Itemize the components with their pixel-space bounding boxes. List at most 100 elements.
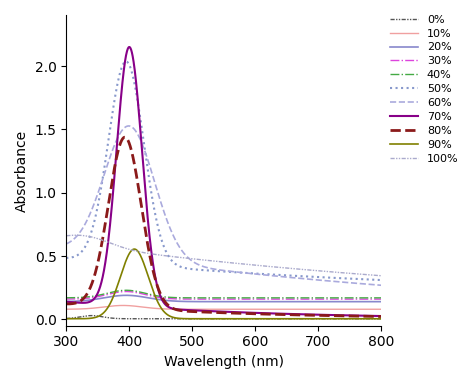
- 20%: [370, 300, 375, 304]
- 20%: [312, 300, 318, 304]
- 30%: [370, 297, 375, 301]
- 20%: [209, 300, 214, 304]
- 40%: [123, 288, 129, 293]
- 20%: [370, 300, 375, 304]
- 70%: [370, 314, 375, 318]
- 40%: [64, 296, 69, 300]
- 40%: [370, 296, 375, 300]
- 30%: [370, 297, 375, 301]
- 60%: [64, 242, 69, 246]
- 10%: [80, 306, 85, 311]
- 100%: [370, 273, 375, 277]
- 0%: [80, 314, 85, 319]
- 70%: [127, 45, 132, 49]
- 100%: [312, 268, 318, 273]
- Legend: 0%, 10%, 20%, 30%, 40%, 50%, 60%, 70%, 80%, 90%, 100%: 0%, 10%, 20%, 30%, 40%, 50%, 60%, 70%, 8…: [390, 15, 458, 164]
- Line: 0%: 0%: [66, 316, 382, 319]
- Line: 40%: 40%: [66, 290, 382, 298]
- 40%: [312, 296, 318, 300]
- 50%: [123, 59, 129, 64]
- 30%: [284, 297, 290, 301]
- 0%: [189, 316, 194, 321]
- 100%: [217, 259, 223, 264]
- 20%: [123, 293, 129, 298]
- 100%: [209, 258, 214, 263]
- 40%: [209, 296, 214, 300]
- Line: 90%: 90%: [66, 249, 382, 319]
- 10%: [312, 307, 318, 311]
- 30%: [312, 297, 318, 301]
- 10%: [64, 307, 69, 311]
- 0%: [312, 316, 318, 321]
- 100%: [80, 233, 85, 238]
- 20%: [379, 300, 384, 304]
- 20%: [310, 300, 316, 304]
- Line: 20%: 20%: [66, 295, 382, 302]
- 80%: [122, 135, 128, 139]
- 50%: [312, 275, 318, 279]
- Line: 80%: 80%: [66, 137, 382, 316]
- 40%: [370, 296, 375, 300]
- 90%: [370, 316, 375, 321]
- 80%: [217, 310, 223, 315]
- 40%: [80, 295, 85, 300]
- 80%: [370, 314, 375, 319]
- 90%: [209, 316, 214, 321]
- 90%: [132, 247, 137, 252]
- Line: 10%: 10%: [66, 305, 382, 309]
- 50%: [64, 256, 69, 260]
- 70%: [312, 312, 318, 317]
- 40%: [217, 296, 223, 300]
- 100%: [370, 273, 375, 277]
- 90%: [370, 316, 375, 321]
- 30%: [80, 296, 85, 301]
- 20%: [64, 299, 69, 304]
- 10%: [217, 307, 223, 311]
- 10%: [209, 307, 214, 311]
- 70%: [80, 301, 85, 305]
- 80%: [80, 297, 85, 302]
- 50%: [80, 248, 85, 253]
- Line: 60%: 60%: [66, 126, 382, 285]
- 10%: [281, 307, 286, 311]
- Line: 30%: 30%: [66, 291, 382, 299]
- 50%: [217, 269, 223, 273]
- 10%: [370, 307, 375, 311]
- 60%: [312, 277, 318, 282]
- 30%: [217, 297, 223, 301]
- 30%: [123, 289, 129, 294]
- 30%: [379, 297, 384, 301]
- Line: 50%: 50%: [66, 61, 382, 280]
- 70%: [379, 314, 384, 318]
- 0%: [379, 316, 384, 321]
- 90%: [312, 316, 318, 321]
- 0%: [64, 316, 69, 321]
- 10%: [370, 307, 375, 311]
- 60%: [370, 282, 375, 287]
- Line: 100%: 100%: [66, 235, 382, 276]
- 90%: [80, 316, 85, 321]
- Line: 70%: 70%: [66, 47, 382, 316]
- 10%: [120, 303, 126, 308]
- 30%: [64, 297, 69, 301]
- 40%: [284, 296, 290, 300]
- 100%: [73, 233, 79, 238]
- 90%: [64, 316, 69, 321]
- 0%: [89, 313, 94, 318]
- 0%: [370, 316, 375, 321]
- 50%: [370, 277, 375, 282]
- 100%: [64, 233, 69, 238]
- 90%: [217, 316, 223, 321]
- 70%: [64, 300, 69, 304]
- 50%: [209, 268, 214, 273]
- 50%: [370, 277, 375, 282]
- 60%: [217, 268, 223, 272]
- 80%: [209, 310, 214, 314]
- 0%: [217, 316, 223, 321]
- 70%: [209, 309, 214, 313]
- 100%: [379, 273, 384, 278]
- 10%: [379, 307, 384, 311]
- 70%: [370, 314, 375, 318]
- 60%: [209, 266, 214, 271]
- 20%: [80, 298, 85, 303]
